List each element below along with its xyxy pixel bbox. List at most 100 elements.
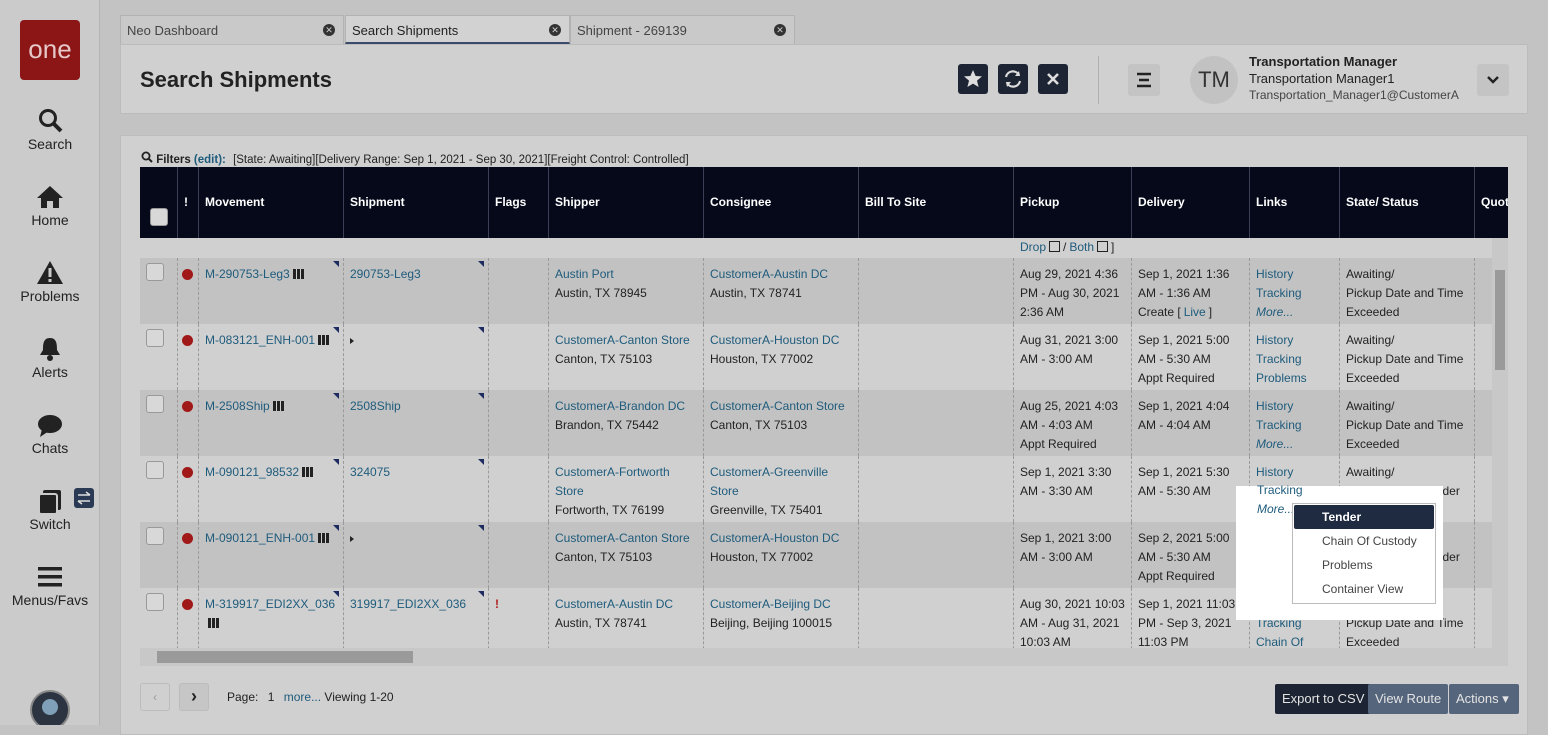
shipment-link[interactable]: 319917_EDI2XX_036 <box>350 597 467 611</box>
user-menu-toggle[interactable] <box>1477 64 1509 96</box>
row-link[interactable]: History <box>1256 267 1294 281</box>
row-checkbox[interactable] <box>146 593 164 611</box>
column-header[interactable]: Pickup <box>1014 167 1132 238</box>
column-header[interactable]: ! <box>178 167 199 238</box>
shipper-link[interactable]: CustomerA-Brandon DC <box>555 399 686 413</box>
movement-link[interactable]: M-2508Ship <box>205 399 270 413</box>
row-link[interactable]: History <box>1256 399 1294 413</box>
nav-switch[interactable]: Switch <box>29 516 71 532</box>
row-link[interactable]: History <box>1256 465 1294 479</box>
nav-menus[interactable]: Menus/Favs <box>11 592 89 608</box>
prev-page[interactable]: ‹ <box>140 683 170 711</box>
nav-search[interactable]: Search <box>27 136 73 152</box>
nav-problems[interactable]: Problems <box>20 288 80 304</box>
nav-alerts[interactable]: Alerts <box>32 364 68 380</box>
shipment-link[interactable]: 290753-Leg3 <box>350 267 421 281</box>
select-all-checkbox[interactable] <box>149 207 168 226</box>
shipper-link[interactable]: CustomerA-Canton Store <box>555 531 690 545</box>
favorite-button[interactable] <box>958 64 988 94</box>
v-scroll-thumb[interactable] <box>1495 270 1505 370</box>
row-checkbox[interactable] <box>146 527 164 545</box>
close-button[interactable] <box>1038 64 1068 94</box>
column-header[interactable]: Bill To Site <box>859 167 1014 238</box>
tab-active[interactable]: Search Shipments ✕ <box>345 15 570 44</box>
actions-button[interactable]: Actions ▾ <box>1449 684 1519 714</box>
column-header[interactable]: Shipper <box>549 167 704 238</box>
shipment-link[interactable]: 324075 <box>350 465 391 479</box>
popup-link[interactable]: More... <box>1257 502 1295 516</box>
nav-chats[interactable]: Chats <box>31 440 69 456</box>
shipper-link[interactable]: CustomerA-Austin DC <box>555 597 674 611</box>
both-link[interactable]: Both <box>1069 240 1095 254</box>
shipper-link[interactable]: CustomerA-Canton Store <box>555 333 690 347</box>
row-link[interactable]: Tracking <box>1256 286 1302 300</box>
row-link[interactable]: History <box>1256 333 1294 347</box>
movement-link[interactable]: M-290753-Leg3 <box>205 267 290 281</box>
viewing: Viewing 1-20 <box>324 690 394 704</box>
next-page[interactable]: › <box>179 683 209 711</box>
column-header[interactable]: Consignee <box>704 167 859 238</box>
live-link[interactable]: Live <box>1183 305 1206 319</box>
consignee-link[interactable]: CustomerA-Houston DC <box>710 333 840 347</box>
more-pages[interactable]: more... <box>283 690 322 704</box>
dropdown-item[interactable]: Chain Of Custody <box>1322 534 1417 548</box>
column-header[interactable]: Movement <box>199 167 344 238</box>
consignee-link[interactable]: CustomerA-Beijing DC <box>710 597 831 611</box>
nav-home[interactable]: Home <box>31 212 69 228</box>
row-checkbox[interactable] <box>146 395 164 413</box>
movement-link[interactable]: M-319917_EDI2XX_036 <box>205 597 336 611</box>
row-checkbox[interactable] <box>146 263 164 281</box>
view-route-button[interactable]: View Route <box>1368 684 1449 714</box>
filters-edit[interactable]: (edit): <box>193 154 226 166</box>
row-link[interactable]: Problems <box>1256 371 1307 385</box>
logo[interactable]: one <box>20 20 80 80</box>
user-name: Transportation Manager <box>1249 54 1398 69</box>
export-csv-button[interactable]: Export to CSV <box>1275 684 1372 714</box>
row-link[interactable]: More... <box>1256 437 1294 451</box>
tab-close[interactable]: ✕ <box>323 24 335 36</box>
column-header[interactable]: Delivery <box>1132 167 1250 238</box>
user-avatar[interactable] <box>30 690 70 725</box>
sidebar: one Search Home Problems Alerts Chats Sw… <box>0 0 100 725</box>
row-link[interactable]: More... <box>1256 305 1294 319</box>
shipper-cell: CustomerA-Brandon DC Brandon, TX 75442 <box>549 390 704 456</box>
row-link[interactable]: Tracking <box>1256 418 1302 432</box>
shipper-link[interactable]: Austin Port <box>555 267 614 281</box>
dropdown-item[interactable]: Container View <box>1322 582 1404 596</box>
v-scrollbar[interactable] <box>1492 238 1508 648</box>
movement-link[interactable]: M-090121_98532 <box>205 465 300 479</box>
consignee-link[interactable]: CustomerA-Canton Store <box>710 399 845 413</box>
consignee-link[interactable]: CustomerA-Greenville Store <box>710 465 829 498</box>
column-header[interactable]: Shipment <box>344 167 489 238</box>
refresh-button[interactable] <box>998 64 1028 94</box>
consignee-cell: CustomerA-Houston DC Houston, TX 77002 <box>704 324 859 390</box>
popup-link[interactable]: Tracking <box>1257 483 1303 497</box>
row-link[interactable]: Tracking <box>1256 352 1302 366</box>
movement-link[interactable]: M-090121_ENH-001 <box>205 531 316 545</box>
corner-marker <box>333 327 339 333</box>
column-header[interactable]: Links <box>1250 167 1340 238</box>
tab[interactable]: Neo Dashboard ✕ <box>120 15 344 44</box>
consignee-link[interactable]: CustomerA-Houston DC <box>710 531 840 545</box>
drop-link[interactable]: Drop <box>1020 240 1047 254</box>
tab[interactable]: Shipment - 269139 ✕ <box>570 15 795 44</box>
menu-button[interactable] <box>1128 64 1160 96</box>
consignee-link[interactable]: CustomerA-Austin DC <box>710 267 829 281</box>
tab-close[interactable]: ✕ <box>549 24 561 36</box>
tab-close[interactable]: ✕ <box>774 24 786 36</box>
status-text: Awaiting/ <box>1346 333 1395 347</box>
column-header[interactable]: Flags <box>489 167 549 238</box>
dropdown-item[interactable]: Problems <box>1322 558 1373 572</box>
corner-marker <box>333 591 339 597</box>
shipper-link[interactable]: CustomerA-Fortworth Store <box>555 465 670 498</box>
row-checkbox[interactable] <box>146 461 164 479</box>
h-scrollbar[interactable] <box>140 648 1508 666</box>
column-header[interactable]: State/ Status <box>1340 167 1475 238</box>
shipment-link[interactable]: 2508Ship <box>350 399 401 413</box>
row-checkbox[interactable] <box>146 329 164 347</box>
dropdown-item[interactable]: Tender <box>1294 505 1434 529</box>
h-scroll-thumb[interactable] <box>157 651 413 663</box>
header-panel <box>120 44 1528 114</box>
movement-link[interactable]: M-083121_ENH-001 <box>205 333 316 347</box>
column-header[interactable]: Quot <box>1475 167 1508 238</box>
